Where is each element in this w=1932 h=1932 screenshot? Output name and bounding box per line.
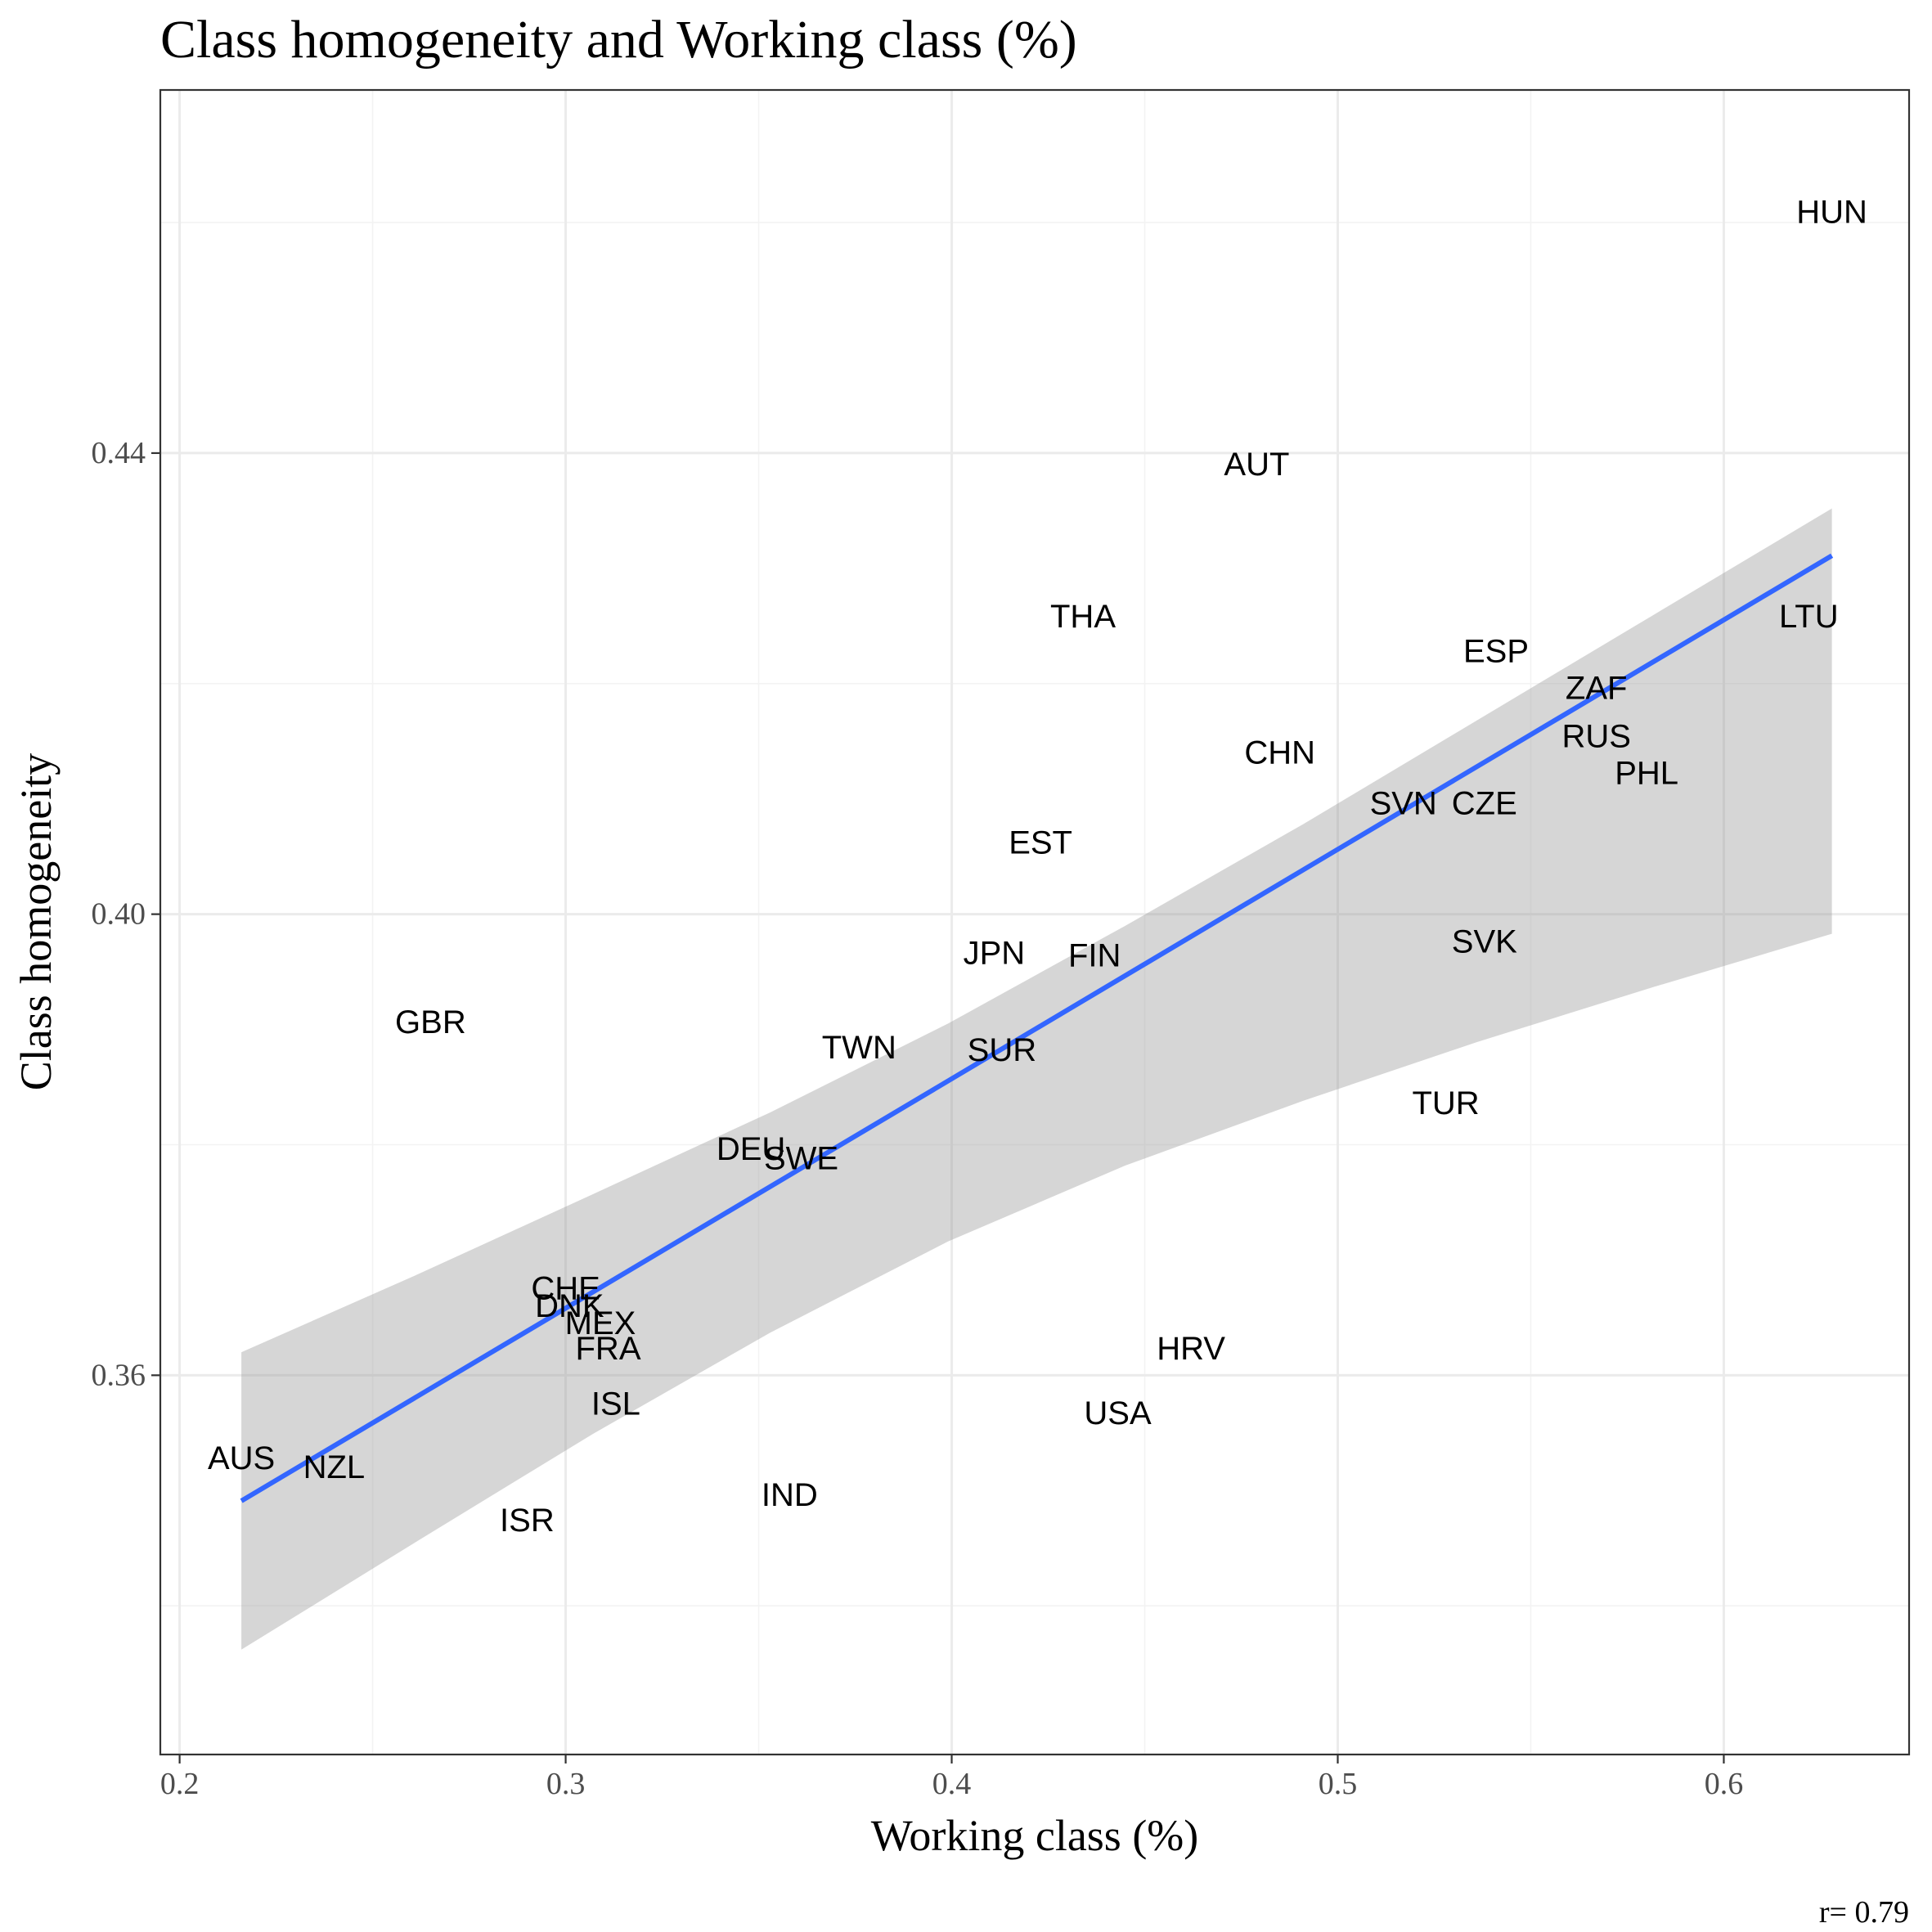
point-label-aus: AUS	[208, 1440, 275, 1476]
fit-line-layer	[240, 553, 1834, 1503]
x-tick-label: 0.6	[1705, 1767, 1744, 1801]
chart-title: Class homogeneity and Working class (%)	[160, 10, 1077, 70]
point-label-est: EST	[1009, 824, 1072, 860]
point-label-gbr: GBR	[395, 1004, 466, 1040]
point-label-chn: CHN	[1244, 735, 1315, 771]
y-tick-label: 0.44	[92, 436, 146, 470]
regression-line	[240, 553, 1834, 1503]
point-label-isl: ISL	[591, 1386, 640, 1422]
x-axis: 0.2 0.3 0.4 0.5 0.6	[160, 1755, 1743, 1801]
point-label-ind: IND	[762, 1477, 818, 1513]
point-label-dnk: DNK	[535, 1288, 604, 1324]
panel-border	[159, 88, 1911, 1756]
y-axis: 0.36 0.40 0.44	[92, 436, 160, 1392]
grid	[160, 90, 1909, 1755]
point-label-hun: HUN	[1796, 194, 1867, 230]
x-tick-label: 0.5	[1319, 1767, 1358, 1801]
point-label-tur: TUR	[1412, 1085, 1479, 1121]
point-label-sur: SUR	[968, 1032, 1036, 1068]
x-axis-title: Working class (%)	[871, 1811, 1199, 1860]
point-label-phl: PHL	[1615, 756, 1678, 792]
point-label-zaf: ZAF	[1566, 670, 1628, 706]
point-label-fin: FIN	[1068, 937, 1121, 973]
point-label-svn: SVN	[1370, 785, 1437, 821]
point-label-hrv: HRV	[1157, 1331, 1225, 1367]
point-label-deu: DEU	[717, 1131, 785, 1167]
point-labels: HUN AUT THA LTU ESP ZAF RUS CHN PHL SVN CZE EST SVK J…	[208, 194, 1867, 1539]
point-label-jpn: JPN	[964, 936, 1026, 972]
point-label-tha: THA	[1050, 599, 1116, 635]
point-label-rus: RUS	[1561, 719, 1630, 755]
point-label-cze: CZE	[1452, 785, 1517, 821]
point-label-ltu: LTU	[1779, 599, 1839, 635]
point-label-swe: SWE	[764, 1140, 838, 1176]
point-label-fra: FRA	[576, 1331, 641, 1367]
point-label-svk: SVK	[1452, 924, 1517, 960]
point-label-che: CHE	[531, 1271, 600, 1307]
y-tick-label: 0.40	[92, 897, 146, 932]
point-label-mex: MEX	[565, 1305, 636, 1341]
point-label-nzl: NZL	[303, 1449, 366, 1485]
point-label-isr: ISR	[500, 1503, 555, 1539]
point-label-twn: TWN	[822, 1030, 896, 1066]
point-label-esp: ESP	[1463, 633, 1529, 669]
correlation-caption: r= 0.79	[1819, 1895, 1909, 1930]
y-axis-title: Class homogeneity	[11, 753, 61, 1090]
point-label-aut: AUT	[1224, 447, 1289, 483]
x-tick-label: 0.3	[546, 1767, 586, 1801]
x-tick-label: 0.4	[932, 1767, 972, 1801]
x-tick-label: 0.2	[160, 1767, 200, 1801]
point-label-usa: USA	[1084, 1395, 1152, 1431]
y-tick-label: 0.36	[92, 1358, 146, 1392]
